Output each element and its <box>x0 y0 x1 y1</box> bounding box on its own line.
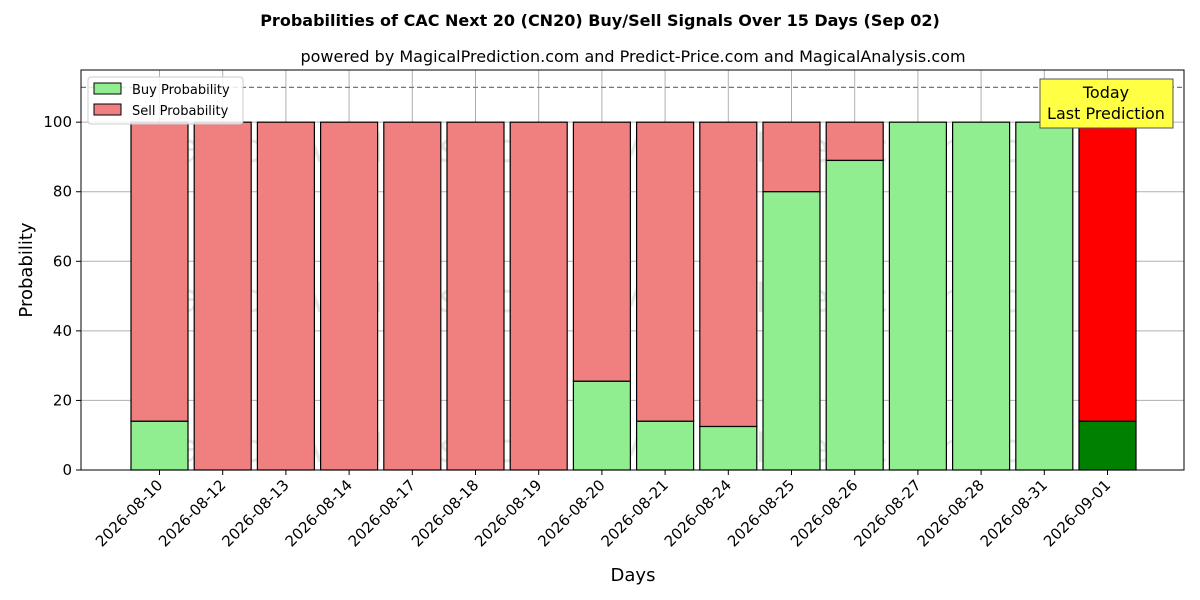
sell-bar <box>825 121 884 162</box>
bars <box>130 121 1137 471</box>
today-annotation: Today Last Prediction <box>1039 78 1174 129</box>
y-tick-label: 80 <box>53 183 72 201</box>
x-axis-ticks: 2026-08-102026-08-122026-08-132026-08-14… <box>92 470 1114 550</box>
sell-bar <box>1078 121 1137 422</box>
x-tick-label: 2026-08-26 <box>787 476 861 550</box>
y-axis-label: Probability <box>16 222 37 317</box>
sell-bar <box>320 121 379 471</box>
plot-frame <box>80 69 1185 471</box>
today-box <box>1039 78 1174 129</box>
buy-bar <box>635 420 695 471</box>
x-tick-label: 2026-08-10 <box>92 476 166 550</box>
chart-title: Probabilities of CAC Next 20 (CN20) Buy/… <box>260 11 940 30</box>
x-tick-label: 2026-09-01 <box>1040 476 1114 550</box>
buy-bar <box>1078 420 1137 471</box>
x-tick-label: 2026-08-19 <box>471 476 545 550</box>
sell-bar <box>509 121 568 471</box>
last-prediction-label: Last Prediction <box>1047 104 1165 123</box>
sell-bar <box>699 121 758 428</box>
sell-bar <box>256 121 315 471</box>
buy-bar <box>951 121 1011 471</box>
x-tick-label: 2026-08-31 <box>977 476 1051 550</box>
buy-bar <box>825 159 884 471</box>
x-tick-label: 2026-08-28 <box>914 476 988 550</box>
y-tick-label: 20 <box>53 391 72 409</box>
y-axis-ticks: 0 20 40 60 80 100 <box>43 113 81 479</box>
x-axis-label: Days <box>611 565 656 586</box>
x-tick-label: 2026-08-25 <box>724 476 798 550</box>
legend-sell-label: Sell Probability <box>132 104 229 119</box>
y-tick-label: 40 <box>53 322 72 340</box>
y-tick-label: 100 <box>43 113 72 131</box>
buy-bar <box>762 191 821 471</box>
today-label: Today <box>1082 83 1129 102</box>
sell-bar <box>635 121 695 422</box>
chart-subtitle: powered by MagicalPrediction.com and Pre… <box>300 47 965 66</box>
legend-buy-swatch <box>93 82 122 95</box>
x-tick-label: 2026-08-13 <box>218 476 292 550</box>
buy-bar <box>572 380 632 471</box>
legend-sell-swatch <box>93 103 122 116</box>
x-tick-label: 2026-08-20 <box>534 476 608 550</box>
x-tick-label: 2026-08-14 <box>282 476 356 550</box>
x-tick-label: 2026-08-17 <box>345 476 419 550</box>
buy-bar <box>888 121 948 471</box>
legend-buy-label: Buy Probability <box>132 83 230 98</box>
legend-box <box>87 76 244 125</box>
sell-bar <box>193 121 252 471</box>
sell-bar <box>130 121 189 422</box>
sell-bar <box>446 121 505 471</box>
buy-bar <box>1015 121 1074 471</box>
x-tick-label: 2026-08-18 <box>408 476 482 550</box>
sell-bar <box>762 121 821 193</box>
x-tick-label: 2026-08-27 <box>850 476 924 550</box>
y-tick-label: 0 <box>62 461 72 479</box>
x-tick-label: 2026-08-21 <box>598 476 672 550</box>
sell-bar <box>572 121 632 382</box>
x-tick-label: 2026-08-12 <box>155 476 229 550</box>
buy-bar <box>699 425 758 471</box>
x-tick-label: 2026-08-24 <box>661 476 735 550</box>
y-tick-label: 60 <box>53 252 72 270</box>
legend: Buy Probability Sell Probability <box>87 76 244 125</box>
sell-bar <box>383 121 442 471</box>
buy-bar <box>130 420 189 471</box>
